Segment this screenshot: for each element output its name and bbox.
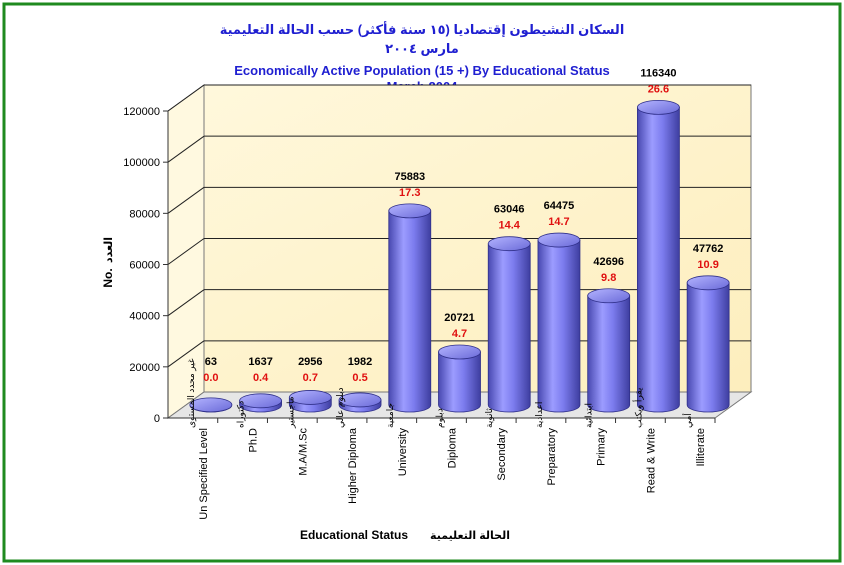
percent-label: 26.6	[648, 83, 669, 95]
category-label-arabic: غير محدد المستوى	[186, 358, 196, 428]
value-label: 42696	[593, 256, 624, 268]
chart-title: Economically Active Population (15 +) By…	[234, 63, 610, 78]
bar-5	[388, 203, 432, 413]
y-axis: 0 20000 40000 60000 80000 100000 120000	[123, 106, 169, 425]
value-label: 116340	[640, 67, 676, 79]
percent-label: 0.4	[253, 372, 269, 384]
category-label-arabic: دكتوراه	[236, 401, 246, 428]
percent-label: 4.7	[452, 328, 467, 340]
value-label: 2956	[298, 356, 322, 368]
category-label: Read & Write	[645, 428, 657, 493]
y-axis-title-arabic: العدد	[103, 237, 115, 263]
bar-cap	[288, 390, 332, 405]
bar-cap	[438, 344, 481, 360]
chart-title-arabic: السكان النشيطون إقتصاديا (١٥ سنة فأكثر) …	[220, 21, 625, 37]
y-tick-label: 80000	[129, 208, 160, 220]
bar-cap	[239, 393, 282, 409]
category-label-arabic: ماجستير	[285, 396, 295, 429]
value-label: 1637	[248, 356, 272, 368]
category-label: Diploma	[447, 427, 459, 468]
value-label: 63	[205, 356, 217, 368]
bar-body	[587, 295, 631, 413]
category-label: Secondary	[496, 428, 508, 481]
bar-cap	[686, 275, 730, 291]
bar-6	[438, 344, 481, 413]
bar-body	[438, 351, 481, 413]
y-axis-title: No.	[101, 268, 115, 287]
category-label-arabic: يقرأ ويكتب	[632, 387, 643, 428]
bar-body	[686, 282, 730, 413]
x-axis-title: Educational Status	[300, 528, 408, 542]
value-label: 1982	[348, 356, 372, 368]
x-axis-title-arabic: الحالة التعليمية	[430, 530, 510, 542]
percent-label: 0.0	[203, 372, 218, 384]
bar-11	[686, 275, 730, 413]
bar-3	[288, 390, 332, 413]
bar-2	[239, 393, 282, 413]
category-label: M.A/M.Sc	[297, 428, 309, 476]
gridline-side	[167, 84, 205, 112]
category-label: Higher Diploma	[347, 427, 359, 504]
category-label: Un Specified Level	[198, 428, 210, 520]
category-label: Preparatory	[546, 428, 558, 486]
bar-cap	[338, 392, 382, 408]
bar-cap	[487, 236, 531, 252]
gridline-side	[167, 238, 205, 265]
category-label-arabic: اعدادية	[534, 402, 544, 428]
bar-1	[189, 397, 233, 413]
y-tick-label: 40000	[129, 311, 160, 323]
bar-cap	[637, 99, 680, 115]
y-tick-label: 120000	[123, 106, 160, 118]
bar-4	[338, 392, 382, 413]
category-label-arabic: ابتدائية	[584, 403, 594, 428]
percent-label: 9.8	[601, 272, 616, 284]
bar-10	[637, 99, 680, 413]
bar-body	[388, 210, 432, 413]
category-label-arabic: جامعية	[385, 403, 395, 428]
bar-cap	[537, 232, 581, 248]
percent-label: 0.7	[303, 372, 318, 384]
percent-label: 14.4	[499, 220, 521, 232]
value-label: 20721	[444, 312, 475, 324]
bar-7	[487, 236, 531, 413]
value-label: 75883	[394, 171, 425, 183]
gridline-side	[167, 135, 205, 163]
y-tick-label: 20000	[129, 362, 160, 374]
percent-label: 14.7	[548, 216, 569, 228]
category-label-arabic: دبلوم عالي	[335, 387, 345, 428]
percent-label: 10.9	[697, 259, 718, 271]
bar-body	[637, 106, 680, 413]
category-label-arabic: أمي	[682, 413, 693, 428]
gridline-side	[167, 340, 205, 368]
bar-cap	[587, 288, 631, 304]
percent-label: 0.5	[352, 372, 367, 384]
bar-cap	[388, 203, 432, 219]
bars	[189, 99, 730, 413]
value-label: 47762	[693, 243, 724, 255]
bar-9	[587, 288, 631, 413]
data-labels: 63 0.0 1637 0.4 2956 0.7 1982 0.5 75883 17.3 20721…	[203, 67, 723, 384]
gridline-side	[167, 289, 205, 317]
category-label: Primary	[596, 428, 608, 466]
chart-subtitle-arabic: مارس ٢٠٠٤	[385, 41, 459, 56]
y-tick-label: 60000	[129, 260, 160, 272]
category-label: Illiterate	[695, 428, 707, 467]
category-label: Ph.D	[248, 428, 260, 453]
percent-label: 17.3	[399, 187, 420, 199]
bar-8	[537, 232, 581, 413]
bar-cap	[189, 397, 233, 413]
gridline-side	[167, 186, 205, 214]
value-label: 64475	[544, 200, 575, 212]
bar-body	[487, 243, 531, 413]
category-label: University	[397, 428, 409, 477]
y-tick-label: 0	[154, 413, 160, 425]
value-label: 63046	[494, 204, 525, 216]
bar-body	[537, 239, 581, 413]
y-tick-label: 100000	[123, 157, 160, 169]
